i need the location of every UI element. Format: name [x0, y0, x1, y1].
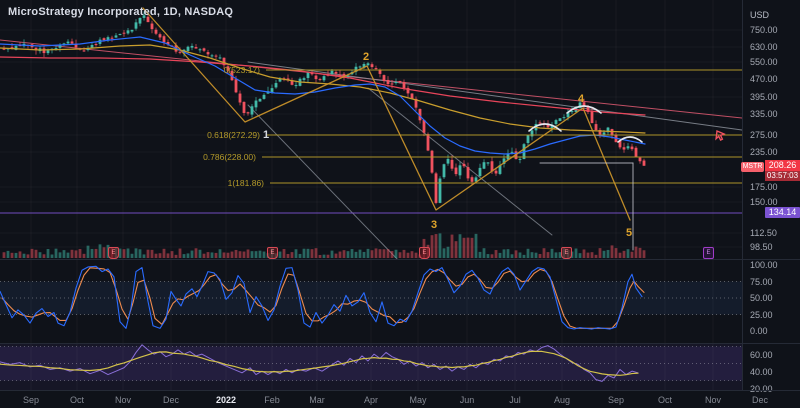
- axis-tick-label: 750.00: [750, 25, 778, 35]
- time-axis-label: Mar: [309, 395, 325, 405]
- axis-tick-label: 470.00: [750, 74, 778, 84]
- svg-text:0(523.17): 0(523.17): [224, 65, 261, 75]
- time-axis-label: Nov: [704, 395, 722, 405]
- axis-tick-label: 0.00: [750, 326, 768, 336]
- axis-tick-label: 175.00: [750, 182, 778, 192]
- stoch-d-line: [1, 267, 645, 329]
- price-chart-panel[interactable]: 0(523.17) 0.618(272.29) 0.786(228.00) 1(181…: [0, 0, 742, 259]
- time-axis-label: Sep: [607, 395, 625, 405]
- countdown-badge: 03:57:03: [765, 171, 800, 181]
- time-scale[interactable]: Sep Oct Nov Dec 2022 Feb Mar Apr May Jun Jul Aug Sep…: [0, 390, 800, 408]
- arc-annotation: [617, 136, 643, 143]
- time-axis-label: 2022: [215, 395, 237, 405]
- pointer-icon: [715, 129, 726, 142]
- axis-tick-label: 275.00: [750, 130, 778, 140]
- stochastic-panel[interactable]: [0, 259, 742, 343]
- arc-annotation: [566, 105, 602, 114]
- currency-label: USD: [750, 10, 770, 20]
- axis-tick-label: 235.00: [750, 147, 778, 157]
- moving-averages-layer: [0, 36, 646, 155]
- time-axis-label: Oct: [69, 395, 85, 405]
- future-earnings-icon[interactable]: E: [703, 247, 714, 259]
- axis-tick-label: 60.00: [750, 350, 773, 360]
- panel-divider[interactable]: [0, 343, 800, 344]
- earnings-icon[interactable]: E: [419, 247, 430, 259]
- time-axis-label: Oct: [657, 395, 673, 405]
- axis-tick-label: 112.50: [750, 228, 777, 238]
- time-axis-label: Sep: [22, 395, 40, 405]
- axis-tick-label: 630.00: [750, 42, 778, 52]
- time-axis-label: Dec: [751, 395, 769, 405]
- time-axis-label: Apr: [363, 395, 379, 405]
- gray-downtrend-b: [247, 104, 398, 259]
- axis-tick-label: 50.00: [750, 293, 773, 303]
- svg-text:1: 1: [263, 129, 269, 141]
- svg-text:2: 2: [363, 51, 369, 63]
- time-axis-label: Feb: [264, 395, 280, 405]
- axis-tick-label: 395.00: [750, 92, 778, 102]
- axis-tick-label: 98.50: [750, 242, 773, 252]
- earnings-icon[interactable]: E: [108, 247, 119, 259]
- gray-downtrend-a: [247, 61, 742, 131]
- price-scale[interactable]: USD 750.00 630.00 550.00 470.00 395.00 335.00…: [742, 0, 800, 394]
- price-level-badge: 134.14: [765, 207, 800, 218]
- time-axis-label: May: [409, 395, 427, 405]
- svg-text:0.786(228.00): 0.786(228.00): [203, 152, 256, 162]
- stoch-band: [0, 281, 742, 315]
- rsi-panel[interactable]: [0, 343, 742, 390]
- candles-layer: [2, 11, 646, 205]
- earnings-icon[interactable]: E: [267, 247, 278, 259]
- time-axis-label: Dec: [162, 395, 180, 405]
- panel-divider[interactable]: [0, 259, 800, 260]
- svg-text:1(181.86): 1(181.86): [228, 178, 265, 188]
- rsi-ma-line: [0, 350, 639, 376]
- last-price-badge: 208.26: [765, 160, 800, 171]
- svg-text:4: 4: [578, 93, 585, 105]
- earnings-icon[interactable]: E: [561, 247, 572, 259]
- stoch-k-line: [0, 265, 643, 330]
- gray-downtrend-c: [367, 87, 553, 236]
- svg-text:5: 5: [626, 227, 632, 239]
- axis-tick-label: 20.00: [750, 384, 773, 394]
- rsi-band: [0, 346, 742, 381]
- axis-tick-label: 550.00: [750, 57, 778, 67]
- time-axis-label: Jul: [509, 395, 521, 405]
- chart-title: MicroStrategy Incorporated, 1D, NASDAQ: [8, 6, 234, 18]
- time-axis-label: Nov: [114, 395, 132, 405]
- axis-tick-label: 40.00: [750, 367, 773, 377]
- arc-annotation: [528, 123, 562, 132]
- symbol-badge: MSTR: [741, 162, 764, 172]
- svg-text:3: 3: [431, 219, 437, 231]
- axis-tick-label: 150.00: [750, 197, 778, 207]
- volume-layer: [2, 233, 646, 258]
- axis-tick-label: 100.00: [750, 260, 778, 270]
- time-axis-label: Jun: [459, 395, 475, 405]
- axis-tick-label: 75.00: [750, 277, 773, 287]
- time-axis-label: Aug: [553, 395, 571, 405]
- svg-text:0.618(272.29): 0.618(272.29): [207, 130, 260, 140]
- elliott-wave-lines: [142, 7, 631, 221]
- axis-tick-label: 335.00: [750, 109, 778, 119]
- axis-tick-label: 25.00: [750, 310, 773, 320]
- drawings-layer: 0(523.17) 0.618(272.29) 0.786(228.00) 1(181…: [0, 7, 742, 251]
